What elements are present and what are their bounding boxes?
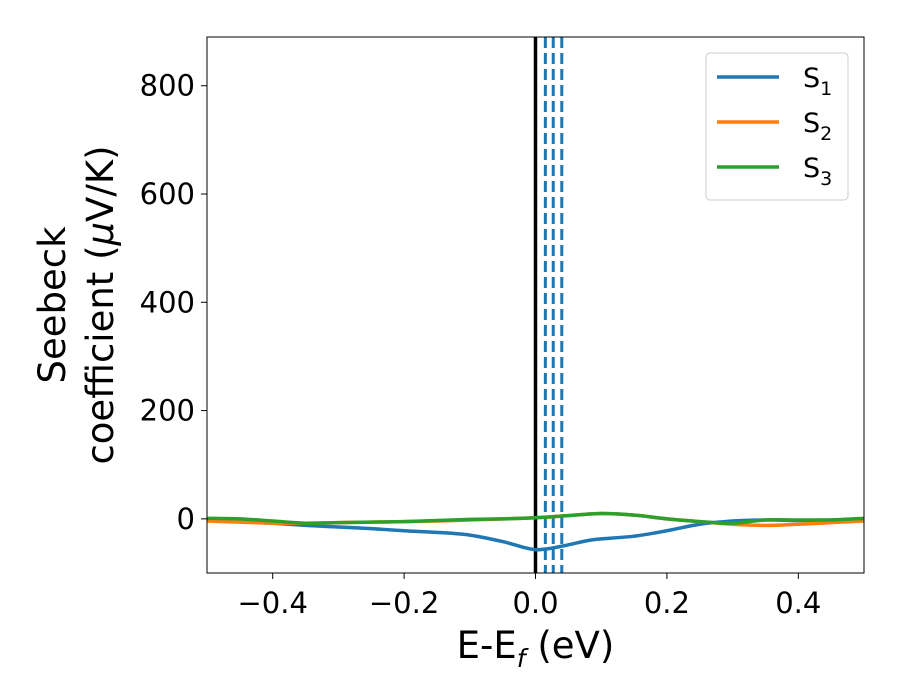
x-axis-title: E-Ef (eV) [457, 624, 615, 673]
legend-box [705, 52, 849, 201]
series-line-s3 [207, 511, 864, 526]
legend-label-s1: S1 [803, 63, 832, 100]
x-tick-label: 0.2 [644, 586, 690, 620]
y-tick-label: 800 [140, 69, 195, 103]
y-axis-title-line2: coefficient (μV/K) [79, 145, 122, 464]
y-tick-label: 600 [140, 177, 195, 211]
y-axis-title: Seebeck coefficient (μV/K) [31, 145, 122, 464]
x-tick-label: 0.4 [775, 586, 821, 620]
legend: S1 S2 S3 [705, 52, 849, 201]
y-tick-label: 0 [177, 502, 195, 536]
y-axis: 0 200 400 600 800 [140, 69, 207, 536]
series-line-s1 [207, 517, 864, 552]
x-axis: −0.4 −0.2 0.0 0.2 0.4 [237, 573, 821, 620]
legend-label-s2: S2 [803, 108, 832, 145]
x-tick-label: −0.2 [369, 586, 439, 620]
y-tick-label: 200 [140, 394, 195, 428]
y-tick-label: 400 [140, 285, 195, 319]
y-axis-title-line1: Seebeck [31, 226, 74, 384]
plot-series-group [207, 37, 864, 573]
x-tick-label: −0.4 [237, 586, 307, 620]
x-tick-label: 0.0 [512, 586, 558, 620]
legend-label-s3: S3 [803, 153, 832, 190]
